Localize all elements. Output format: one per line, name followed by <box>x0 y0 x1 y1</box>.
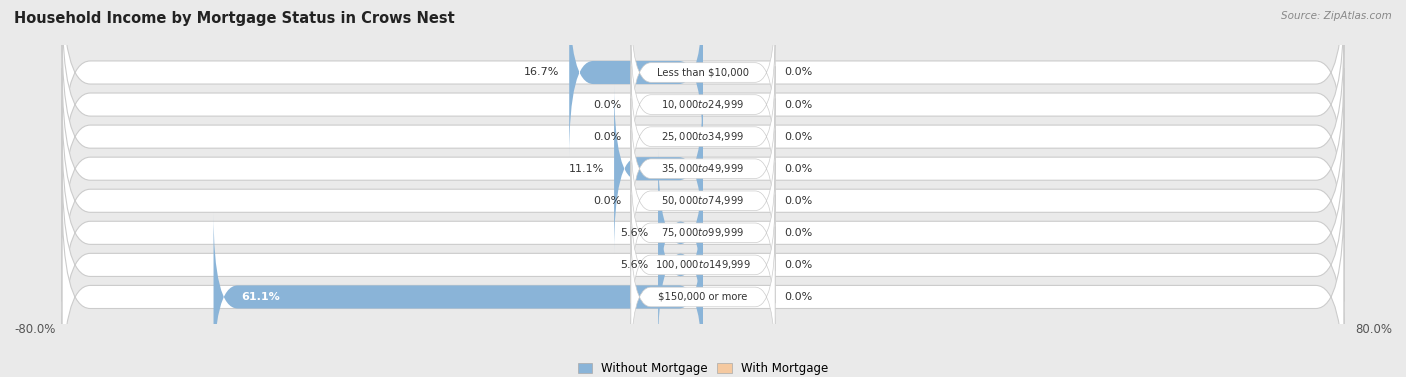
FancyBboxPatch shape <box>631 195 775 335</box>
FancyBboxPatch shape <box>631 34 775 175</box>
FancyBboxPatch shape <box>214 212 703 377</box>
FancyBboxPatch shape <box>62 4 1344 205</box>
Text: $25,000 to $34,999: $25,000 to $34,999 <box>661 130 745 143</box>
FancyBboxPatch shape <box>569 0 703 157</box>
FancyBboxPatch shape <box>62 164 1344 366</box>
FancyBboxPatch shape <box>631 98 775 239</box>
FancyBboxPatch shape <box>62 132 1344 334</box>
Text: 11.1%: 11.1% <box>569 164 605 174</box>
Text: 0.0%: 0.0% <box>593 196 621 206</box>
Text: 16.7%: 16.7% <box>524 67 560 78</box>
Text: 0.0%: 0.0% <box>785 228 813 238</box>
FancyBboxPatch shape <box>62 36 1344 237</box>
Text: 5.6%: 5.6% <box>620 228 648 238</box>
FancyBboxPatch shape <box>631 130 775 271</box>
Text: $100,000 to $149,999: $100,000 to $149,999 <box>655 258 751 271</box>
Text: 0.0%: 0.0% <box>593 132 621 142</box>
Text: 0.0%: 0.0% <box>785 164 813 174</box>
Text: Less than $10,000: Less than $10,000 <box>657 67 749 78</box>
Text: $50,000 to $74,999: $50,000 to $74,999 <box>661 194 745 207</box>
Text: $150,000 or more: $150,000 or more <box>658 292 748 302</box>
FancyBboxPatch shape <box>631 66 775 207</box>
FancyBboxPatch shape <box>62 68 1344 270</box>
Text: 61.1%: 61.1% <box>242 292 280 302</box>
Text: 0.0%: 0.0% <box>593 100 621 110</box>
FancyBboxPatch shape <box>631 2 775 143</box>
Text: 0.0%: 0.0% <box>785 196 813 206</box>
Text: 0.0%: 0.0% <box>785 260 813 270</box>
Text: 0.0%: 0.0% <box>785 292 813 302</box>
Text: 5.6%: 5.6% <box>620 260 648 270</box>
FancyBboxPatch shape <box>631 227 775 367</box>
FancyBboxPatch shape <box>62 196 1344 377</box>
Text: $35,000 to $49,999: $35,000 to $49,999 <box>661 162 745 175</box>
FancyBboxPatch shape <box>614 84 703 253</box>
Legend: Without Mortgage, With Mortgage: Without Mortgage, With Mortgage <box>574 357 832 377</box>
Text: $10,000 to $24,999: $10,000 to $24,999 <box>661 98 745 111</box>
FancyBboxPatch shape <box>62 100 1344 302</box>
Text: $75,000 to $99,999: $75,000 to $99,999 <box>661 226 745 239</box>
FancyBboxPatch shape <box>658 148 703 317</box>
FancyBboxPatch shape <box>658 180 703 349</box>
Text: Source: ZipAtlas.com: Source: ZipAtlas.com <box>1281 11 1392 21</box>
Text: Household Income by Mortgage Status in Crows Nest: Household Income by Mortgage Status in C… <box>14 11 454 26</box>
Text: 80.0%: 80.0% <box>1355 323 1392 336</box>
Text: -80.0%: -80.0% <box>14 323 55 336</box>
FancyBboxPatch shape <box>631 162 775 303</box>
Text: 0.0%: 0.0% <box>785 67 813 78</box>
Text: 0.0%: 0.0% <box>785 132 813 142</box>
FancyBboxPatch shape <box>62 0 1344 173</box>
Text: 0.0%: 0.0% <box>785 100 813 110</box>
